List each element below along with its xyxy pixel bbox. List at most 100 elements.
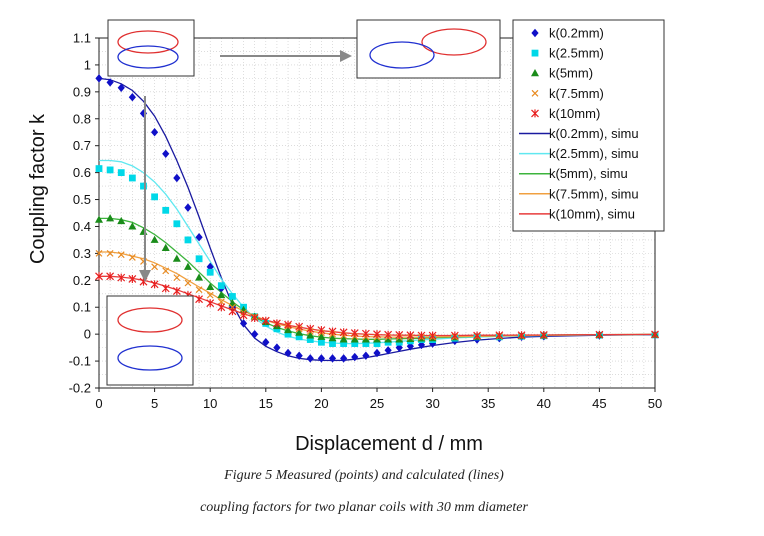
data-point-s4 [117,273,126,282]
y-tick-label: 0.8 [73,111,91,126]
data-point-s4 [417,331,426,340]
data-point-s2 [95,215,103,223]
data-point-s2 [117,216,126,225]
data-point-s1 [195,255,203,263]
data-point-s4 [361,329,370,338]
data-point-s4 [239,311,248,320]
simulation-lines [98,77,656,362]
x-tick-label: 5 [151,396,158,411]
data-point-s0 [362,351,370,360]
data-point-s4 [250,314,259,322]
data-point-s0 [306,354,314,363]
data-point-s2 [217,290,226,299]
data-point-s4 [95,272,103,281]
x-tick-label: 50 [648,396,662,411]
data-point-s0 [373,348,381,358]
data-point-s3 [217,298,225,306]
data-point-s4 [106,272,115,281]
legend-label: k(2.5mm) [549,46,604,61]
y-tick-label: 1.1 [73,31,91,46]
data-point-s2 [195,273,204,281]
data-point-s1 [284,330,292,338]
legend: k(0.2mm) k(2.5mm) k(5mm) k(7.5mm) k(10mm) k(0… [512,19,665,232]
data-point-s3 [106,249,114,257]
x-tick-label: 0 [95,396,102,411]
data-point-s1 [95,165,103,172]
y-tick-label: 1 [84,57,91,72]
x-tick-label: 25 [370,396,384,411]
data-point-s0 [284,348,292,358]
data-point-s1 [318,338,325,346]
data-point-s4 [428,331,437,340]
data-point-s2 [361,335,370,343]
data-point-s4 [539,330,548,339]
arrow-right [220,50,352,62]
y-tick-label: 0.5 [73,192,91,207]
data-point-s1 [306,336,314,343]
data-point-s1 [351,340,359,347]
arrow-down [139,96,151,282]
y-axis-label: Coupling factor k [27,113,49,264]
x-tick-label: 45 [592,396,606,411]
data-point-s2 [172,254,181,262]
y-tick-label: 0.2 [73,273,91,288]
y-tick-label: -0.2 [69,381,91,396]
x-tick-label: 35 [481,396,495,411]
data-point-s3 [184,279,192,287]
data-point-s4 [473,331,482,340]
data-point-s0 [317,354,325,363]
legend-marker-2 [531,69,539,77]
data-point-s3 [128,253,136,261]
legend-label: k(0.2mm), simu [549,126,639,141]
data-point-s0 [328,354,337,363]
data-point-s1 [140,182,147,190]
data-point-s1 [128,174,136,182]
data-point-s2 [161,243,170,251]
data-point-s1 [206,268,214,276]
legend-marker-3 [531,89,539,97]
data-point-s4 [373,330,381,339]
data-point-s0 [262,338,270,347]
data-point-s2 [384,335,393,343]
x-tick-label: 10 [203,396,217,411]
data-point-s3 [151,263,159,271]
data-point-s3 [173,274,181,282]
data-point-s1 [373,340,381,347]
x-tick-label: 20 [314,396,328,411]
data-point-s0 [162,149,170,158]
legend-label: k(10mm), simu [549,206,635,221]
x-tick-label: 30 [425,396,439,411]
data-point-s2 [317,332,326,340]
legend-marker-4 [531,109,539,118]
data-point-s4 [306,324,315,333]
data-point-s1 [229,293,236,300]
data-point-s2 [128,222,137,230]
coupling-factor-chart: 0 5 10 15 20 25 30 35 40 45 50 -0.2 -0.1 0 0.1 0.2 0.3 0.… [27,19,665,455]
data-point-s3 [95,249,103,257]
data-point-s4 [217,303,226,312]
data-point-s4 [350,329,359,338]
data-point-s2 [339,335,348,343]
data-point-s4 [228,307,237,316]
figure-caption-line1: Figure 5 Measured (points) and calculate… [224,468,504,483]
data-point-s3 [117,251,125,259]
data-point-s4 [261,316,270,325]
data-point-s4 [495,331,504,340]
data-point-s1 [106,166,114,174]
data-point-s2 [106,214,115,222]
y-tick-label: 0.7 [73,138,91,153]
legend-label: k(10mm) [549,106,600,121]
data-point-s0 [106,78,114,87]
data-point-s0 [195,233,203,242]
data-point-s4 [651,330,659,339]
data-point-s0 [251,329,259,339]
x-axis-label: Displacement d / mm [295,433,483,455]
legend-label: k(7.5mm), simu [549,186,639,201]
series-line-6 [99,159,656,345]
legend-marker-1 [531,49,539,57]
data-point-s4 [317,326,326,335]
data-point-s4 [195,295,204,304]
data-point-s0 [184,203,192,212]
data-point-s2 [284,325,293,334]
data-point-s1 [151,193,158,201]
